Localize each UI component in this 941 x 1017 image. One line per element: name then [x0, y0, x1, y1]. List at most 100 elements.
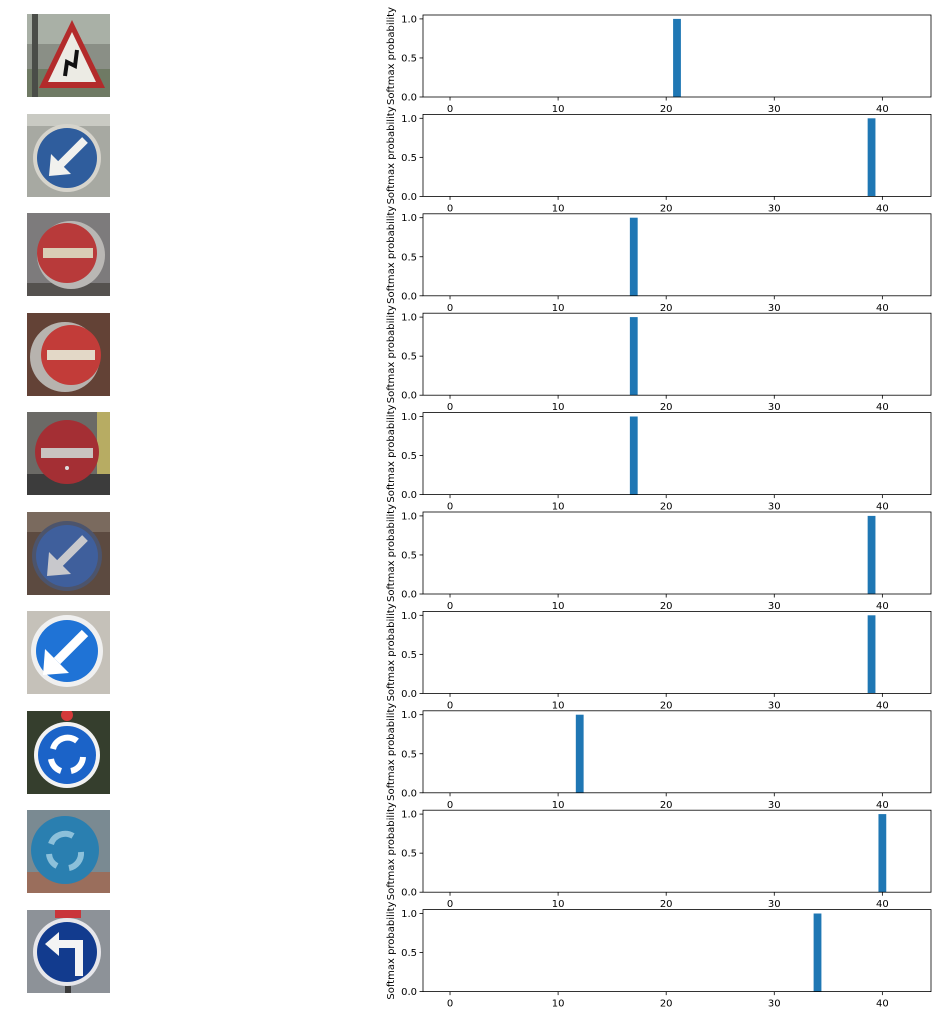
x-tick-label: 20 [660, 303, 673, 314]
y-tick-label: 0.0 [401, 291, 417, 302]
y-tick-label: 1.0 [401, 611, 417, 622]
y-tick-label: 1.0 [401, 810, 417, 821]
x-tick-label: 20 [660, 999, 673, 1010]
x-tick-label: 0 [447, 402, 453, 413]
x-tick-label: 10 [552, 700, 565, 711]
y-tick-label: 0.0 [401, 888, 417, 899]
x-tick-label: 0 [447, 502, 453, 513]
plot-frame [422, 809, 932, 893]
y-axis-label: Softmax probability [386, 106, 397, 204]
y-axis-label: Softmax probability [386, 603, 397, 701]
y-axis-label: Softmax probability [386, 802, 397, 900]
softmax-chart: 0 10 20 30 40 0.0 0.5 1.0 Softmax probability [386, 404, 932, 513]
x-tick-label: 30 [768, 800, 781, 811]
x-tick-label: 20 [660, 899, 673, 910]
plot-frame [422, 710, 932, 794]
road-sign-keep-left-arrow-icon [27, 114, 110, 197]
x-tick-label: 0 [447, 104, 453, 115]
x-tick-label: 20 [660, 502, 673, 513]
x-tick-label: 10 [552, 899, 565, 910]
softmax-chart: 0 10 20 30 40 0.0 0.5 1.0 Softmax probability [386, 603, 932, 711]
x-tick-label: 40 [876, 502, 889, 513]
x-tick-label: 40 [876, 203, 889, 214]
y-tick-label: 0.5 [401, 948, 417, 959]
y-tick-label: 0.0 [401, 391, 417, 402]
road-sign-no-entry-icon [27, 412, 110, 495]
softmax-chart: 0 10 20 30 40 0.0 0.5 1.0 Softmax probability [386, 504, 932, 612]
y-tick-label: 1.0 [401, 511, 417, 522]
x-tick-label: 30 [768, 303, 781, 314]
plot-frame [422, 213, 932, 297]
road-sign-roundabout-icon [27, 810, 110, 893]
y-tick-label: 0.5 [401, 849, 417, 860]
x-tick-label: 0 [447, 203, 453, 214]
x-tick-label: 30 [768, 402, 781, 413]
probability-bar [629, 416, 638, 495]
y-tick-label: 1.0 [401, 909, 417, 920]
y-tick-label: 0.0 [401, 788, 417, 799]
x-tick-label: 30 [768, 899, 781, 910]
y-tick-label: 0.0 [401, 590, 417, 601]
x-tick-label: 40 [876, 104, 889, 115]
plot-frame [422, 511, 932, 595]
road-sign-no-entry-icon [27, 213, 110, 296]
y-tick-label: 0.0 [401, 490, 417, 501]
y-tick-label: 0.5 [401, 252, 417, 263]
y-tick-label: 1.0 [401, 412, 417, 423]
plot-frame [422, 611, 932, 694]
x-tick-label: 20 [660, 800, 673, 811]
y-tick-label: 0.5 [401, 153, 417, 164]
y-axis-label: Softmax probability [386, 206, 397, 304]
road-sign-turn-left-ahead-icon [27, 910, 110, 993]
softmax-chart: 0 10 20 30 40 0.0 0.5 1.0 Softmax probability [386, 206, 932, 314]
road-sign-double-bend-warning-icon [27, 14, 110, 97]
x-tick-label: 10 [552, 303, 565, 314]
x-tick-label: 20 [660, 203, 673, 214]
y-axis-label: Softmax probability [386, 7, 397, 105]
road-sign-keep-left-arrow-icon [27, 611, 110, 694]
x-tick-label: 10 [552, 402, 565, 413]
probability-bar [813, 913, 822, 992]
probability-bar [629, 217, 638, 296]
y-tick-label: 0.5 [401, 550, 417, 561]
probability-bar [673, 18, 681, 97]
x-tick-label: 40 [876, 402, 889, 413]
x-tick-label: 10 [552, 502, 565, 513]
plot-frame [422, 909, 932, 992]
x-tick-label: 0 [447, 999, 453, 1010]
x-tick-label: 0 [447, 800, 453, 811]
softmax-chart: 0 10 20 30 40 0.0 0.5 1.0 Softmax probability [386, 703, 932, 811]
x-tick-label: 20 [660, 700, 673, 711]
y-tick-label: 0.0 [401, 93, 417, 104]
x-tick-label: 0 [447, 899, 453, 910]
x-tick-label: 30 [768, 502, 781, 513]
x-tick-label: 30 [768, 999, 781, 1010]
x-tick-label: 40 [876, 601, 889, 612]
probability-bar [867, 515, 876, 594]
x-tick-label: 40 [876, 899, 889, 910]
probability-bar [575, 714, 584, 793]
y-axis-label: Softmax probability [386, 703, 397, 801]
plot-frame [422, 412, 932, 496]
x-tick-label: 40 [876, 999, 889, 1010]
y-tick-label: 0.5 [401, 650, 417, 661]
y-tick-label: 0.5 [401, 53, 417, 64]
road-sign-no-entry-icon [27, 313, 110, 396]
y-tick-label: 0.0 [401, 192, 417, 203]
x-tick-label: 40 [876, 303, 889, 314]
softmax-chart: 0 10 20 30 40 0.0 0.5 1.0 Softmax probability [386, 7, 932, 115]
x-tick-label: 0 [447, 601, 453, 612]
y-axis-label: Softmax probability [386, 504, 397, 602]
y-tick-label: 0.5 [401, 352, 417, 363]
probability-bar [867, 118, 876, 197]
y-axis-label: Softmax probability [386, 404, 397, 502]
x-tick-label: 0 [447, 700, 453, 711]
y-tick-label: 0.0 [401, 689, 417, 700]
y-tick-label: 1.0 [401, 313, 417, 324]
softmax-chart: 0 10 20 30 40 0.0 0.5 1.0 Softmax probability [386, 305, 932, 413]
x-tick-label: 20 [660, 601, 673, 612]
y-axis-label: Softmax probability [386, 305, 397, 403]
road-sign-roundabout-icon [27, 711, 110, 794]
y-tick-label: 1.0 [401, 14, 417, 25]
